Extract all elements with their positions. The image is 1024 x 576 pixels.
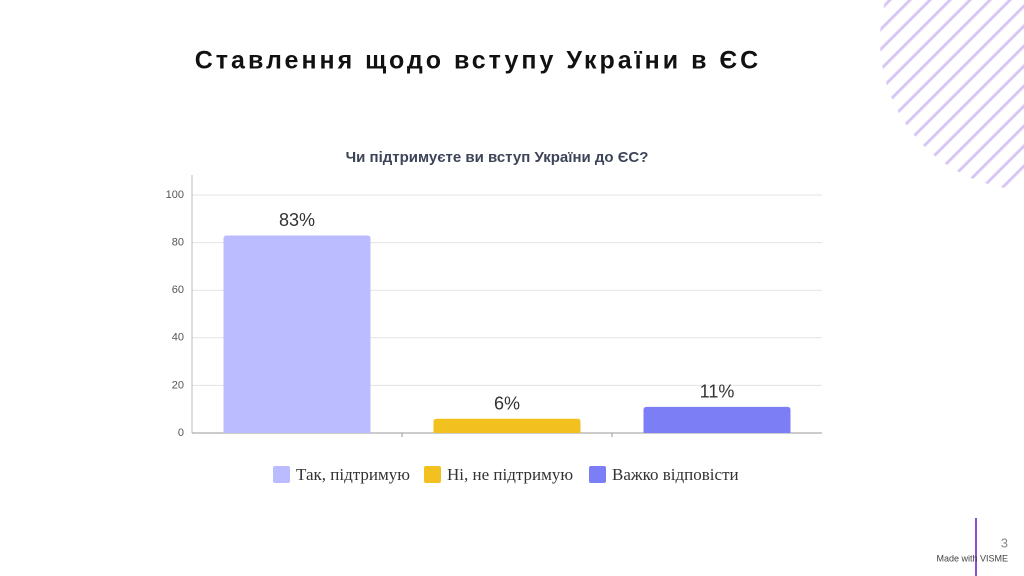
chart-title: Чи підтримуєте ви вступ України до ЄС? xyxy=(346,149,649,166)
bar xyxy=(433,418,581,433)
legend-label: Так, підтримую xyxy=(296,465,410,484)
y-tick-label: 20 xyxy=(172,379,184,391)
legend-label: Важко відповісти xyxy=(612,465,739,484)
legend-swatch xyxy=(589,466,606,483)
y-tick-label: 80 xyxy=(172,237,184,249)
y-tick-label: 0 xyxy=(178,427,184,439)
slide-title: Ставлення щодо вступу України в ЄС xyxy=(195,47,761,75)
bar xyxy=(643,406,791,433)
value-label: 6% xyxy=(494,393,520,413)
value-label: 11% xyxy=(700,382,735,402)
y-tick-label: 40 xyxy=(172,332,184,344)
footer-credit: Made with VISME xyxy=(936,553,1008,563)
decoration-stripes xyxy=(880,0,1024,190)
bar xyxy=(223,235,371,433)
legend-label: Ні, не підтримую xyxy=(447,465,573,484)
page-number: 3 xyxy=(1001,535,1008,550)
y-tick-label: 100 xyxy=(166,189,184,201)
y-tick-label: 60 xyxy=(172,284,184,296)
legend-swatch xyxy=(273,466,290,483)
value-label: 83% xyxy=(279,210,315,230)
legend-swatch xyxy=(424,466,441,483)
